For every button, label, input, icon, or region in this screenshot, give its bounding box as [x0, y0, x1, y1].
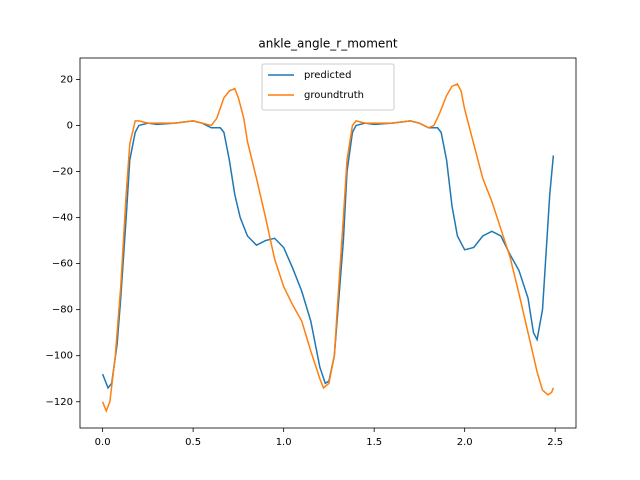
x-tick-label: 1.5 — [366, 437, 382, 448]
y-tick-label: −20 — [52, 167, 73, 178]
x-tick-label: 0.5 — [185, 437, 201, 448]
x-tick-label: 2.0 — [457, 437, 473, 448]
legend-label: predicted — [304, 70, 351, 81]
y-tick-label: 20 — [60, 74, 73, 85]
legend-box — [261, 63, 395, 111]
y-tick-label: 0 — [67, 120, 73, 131]
legend-label: groundtruth — [304, 90, 364, 101]
y-tick-label: −120 — [46, 397, 73, 408]
x-tick-label: 1.0 — [276, 437, 292, 448]
y-tick-label: −80 — [52, 305, 73, 316]
x-tick-label: 0.0 — [95, 437, 111, 448]
x-tick-label: 2.5 — [547, 437, 563, 448]
y-tick-label: −60 — [52, 259, 73, 270]
y-tick-label: −100 — [46, 351, 73, 362]
chart-title: ankle_angle_r_moment — [258, 37, 398, 51]
line — [101, 83, 555, 414]
plot-frame — [79, 57, 577, 429]
y-tick-label: −40 — [52, 213, 73, 224]
